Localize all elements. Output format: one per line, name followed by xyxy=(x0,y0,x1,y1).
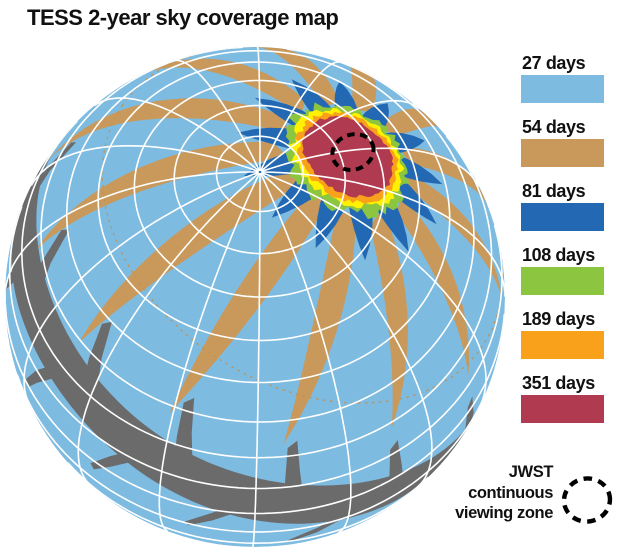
legend-swatch-108-days xyxy=(521,267,604,295)
legend-swatch-81-days xyxy=(521,203,604,231)
legend-label: 351 days xyxy=(522,373,595,393)
legend-swatch-189-days xyxy=(521,331,604,359)
legend-label: 54 days xyxy=(522,117,586,137)
figure-title: TESS 2-year sky coverage map xyxy=(27,5,339,30)
legend-swatch-27-days xyxy=(521,75,604,103)
legend-item: 54 days xyxy=(521,117,604,167)
legend-item: 81 days xyxy=(521,181,604,231)
legend-swatch-54-days xyxy=(521,139,604,167)
legend-item: 351 days xyxy=(521,373,604,423)
legend-label: 81 days xyxy=(522,181,586,201)
coverage-legend: 27 days 54 days 81 days 108 days 189 day… xyxy=(521,53,604,437)
legend-item: 108 days xyxy=(521,245,604,295)
legend-item: 27 days xyxy=(521,53,604,103)
legend-swatch-351-days xyxy=(521,395,604,423)
jwst-legend-marker xyxy=(561,476,613,524)
jwst-legend-label: JWST continuous viewing zone xyxy=(455,463,553,522)
jwst-zone-marker xyxy=(330,132,376,172)
legend-label: 108 days xyxy=(522,245,595,265)
legend-label: 189 days xyxy=(522,309,595,329)
legend-item: 189 days xyxy=(521,309,604,359)
legend-label: 27 days xyxy=(522,53,586,73)
